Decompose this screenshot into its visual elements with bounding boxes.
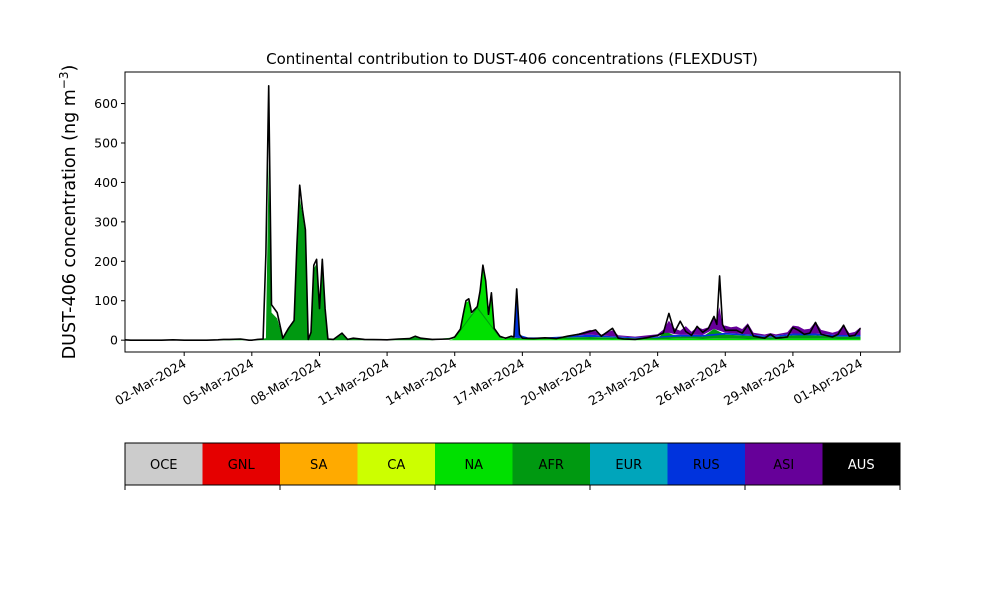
- y-axis-label-close: ): [60, 65, 80, 72]
- area-rus: [499, 298, 861, 339]
- area-asi: [567, 307, 861, 338]
- plot-frame: [124, 71, 901, 353]
- legend-swatch-eur: [590, 443, 668, 485]
- y-tick-label: 400: [94, 175, 118, 190]
- legend-swatch-afr: [512, 443, 590, 485]
- legend-label-eur: EUR: [615, 458, 642, 473]
- legend-label-ca: CA: [387, 458, 405, 473]
- legend-label-sa: SA: [310, 458, 327, 473]
- legend-swatch-oce: [125, 443, 203, 485]
- x-tick-label: 23-Mar-2024: [586, 356, 662, 409]
- legend-swatch-sa: [280, 443, 358, 485]
- legend-label-oce: OCE: [150, 458, 178, 473]
- y-tick-label: 100: [94, 293, 118, 308]
- x-tick-label: 17-Mar-2024: [450, 356, 526, 409]
- total-concentration-line: [124, 85, 862, 341]
- legend-swatch-aus: [822, 443, 900, 485]
- legend-swatch-na: [435, 443, 513, 485]
- legend-swatch-rus: [667, 443, 745, 485]
- y-axis-label-unit-exponent: −3: [57, 71, 71, 89]
- y-tick-label: 200: [94, 254, 118, 269]
- y-tick-label: 0: [110, 333, 118, 348]
- legend-label-aus: AUS: [848, 458, 875, 473]
- legend-label-rus: RUS: [693, 458, 720, 473]
- x-tick-label: 08-Mar-2024: [248, 356, 324, 409]
- y-tick-label: 500: [94, 135, 118, 150]
- legend-swatch-gnl: [202, 443, 280, 485]
- x-tick-label: 14-Mar-2024: [383, 356, 459, 409]
- y-tick-label: 300: [94, 214, 118, 229]
- x-tick-label: 01-Apr-2024: [791, 356, 865, 408]
- x-tick-label: 11-Mar-2024: [315, 356, 391, 409]
- area-na: [353, 269, 861, 341]
- stacked-areas: [150, 162, 861, 341]
- region-colorbar-legend: OCE GNL SA CA NA AFR EUR RUS ASI AUS: [124, 442, 901, 490]
- legend-label-gnl: GNL: [228, 458, 256, 473]
- y-tick-label: 600: [94, 96, 118, 111]
- x-tick-label: 20-Mar-2024: [518, 356, 594, 409]
- plot-area: [124, 71, 901, 353]
- y-axis-label: DUST-406 concentration (ng m−3): [57, 65, 80, 360]
- x-tick-label: 29-Mar-2024: [721, 356, 797, 409]
- x-tick-label: 26-Mar-2024: [653, 356, 729, 409]
- chart-title: Continental contribution to DUST-406 con…: [266, 50, 758, 68]
- legend-label-asi: ASI: [773, 458, 794, 473]
- area-afr: [150, 162, 861, 341]
- legend-frame: [124, 442, 901, 486]
- legend-label-afr: AFR: [539, 458, 564, 473]
- x-axis: 02-Mar-202405-Mar-202408-Mar-202411-Mar-…: [112, 352, 865, 408]
- x-tick-label: 05-Mar-2024: [180, 356, 256, 409]
- legend-label-na: NA: [464, 458, 483, 473]
- legend-swatch-asi: [745, 443, 823, 485]
- legend-swatch-ca: [357, 443, 435, 485]
- y-axis: 0 100 200 300 400 500 600: [94, 96, 125, 348]
- x-tick-label: 02-Mar-2024: [112, 356, 188, 409]
